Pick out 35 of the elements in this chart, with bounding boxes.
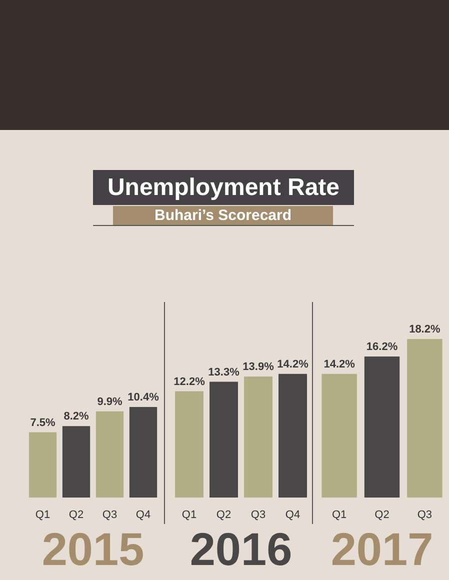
x-tick-label: Q1: [35, 509, 50, 522]
data-label: 13.9%: [242, 361, 274, 374]
x-axis-title: 2015: [42, 523, 144, 576]
x-tick-label: Q2: [374, 509, 390, 522]
data-label: 10.4%: [128, 392, 160, 404]
bar: [129, 406, 158, 498]
bar: [96, 411, 124, 498]
data-label: 9.9%: [97, 396, 122, 408]
data-label: 14.2%: [324, 358, 356, 370]
data-label: 13.3%: [208, 366, 240, 378]
bar: [210, 382, 238, 498]
data-label: 16.2%: [366, 340, 398, 353]
text: Unemployment Rate: [93, 170, 354, 205]
data-label: 7.5%: [30, 416, 56, 429]
data-label: 12.2%: [174, 376, 206, 388]
bar: [278, 374, 307, 498]
x-tick-label: Q2: [216, 509, 232, 522]
x-tick-label: Q3: [250, 509, 266, 522]
x-tick-label: Q3: [417, 509, 432, 522]
data-label: 8.2%: [64, 410, 89, 423]
x-axis-title: 2016: [190, 523, 292, 576]
x-tick-label: Q1: [182, 509, 197, 522]
x-tick-label: Q2: [68, 509, 84, 522]
x-tick-label: Q3: [102, 509, 118, 522]
x-tick-label: Q4: [285, 509, 300, 522]
data-label: 14.2%: [277, 358, 309, 370]
bar: [28, 432, 57, 498]
bar: [175, 391, 204, 498]
bar: [244, 376, 272, 498]
data-label: 18.2%: [409, 324, 440, 336]
bar: [62, 426, 90, 498]
x-axis-title: 2017: [330, 523, 434, 576]
text: Buhari’s Scorecard: [113, 206, 333, 225]
x-tick-label: Q4: [136, 509, 151, 522]
x-tick-label: Q1: [332, 509, 347, 522]
